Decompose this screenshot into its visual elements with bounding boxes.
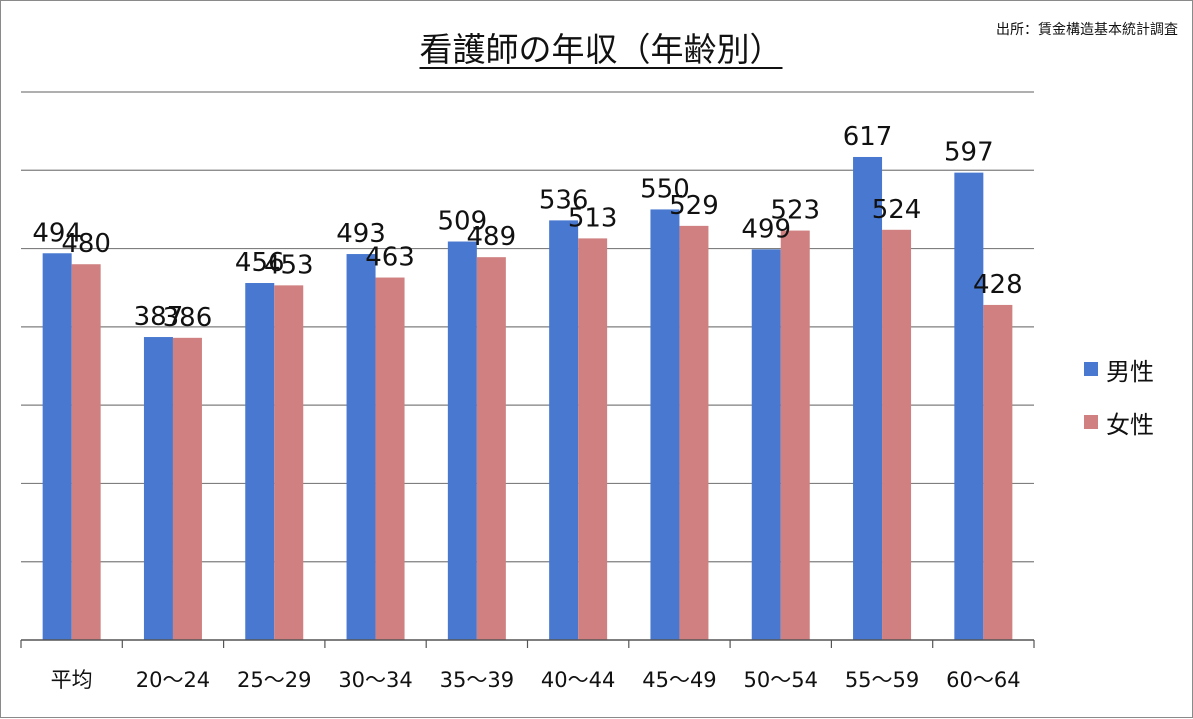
bar-male-7 [751, 249, 781, 640]
legend: 男性 女性 [1084, 353, 1154, 459]
value-label-female-2: 453 [264, 250, 314, 280]
value-label-male-3: 493 [336, 219, 386, 249]
bar-male-5 [549, 220, 579, 641]
bar-female-1 [172, 337, 202, 640]
bar-female-0 [71, 264, 101, 640]
legend-swatch-female [1084, 415, 1098, 429]
value-label-male-5: 536 [539, 185, 589, 215]
bar-male-1 [143, 337, 173, 640]
legend-label-male: 男性 [1106, 357, 1154, 386]
bar-male-9 [954, 172, 984, 641]
source-note: 出所：賃金構造基本統計調査 [996, 22, 1178, 38]
value-label-female-9: 428 [973, 270, 1023, 300]
x-tick-label: 50〜54 [744, 668, 818, 692]
bar-female-6 [679, 225, 709, 640]
value-label-female-7: 523 [770, 196, 820, 226]
x-tick-label: 平均 [51, 668, 93, 692]
value-label-male-6: 550 [640, 174, 690, 204]
x-tick-label: 30〜34 [338, 668, 412, 692]
bar-female-7 [780, 230, 810, 640]
chart-title: 看護師の年収（年齢別） [419, 30, 783, 69]
value-label-female-4: 489 [467, 222, 517, 252]
value-label-female-8: 524 [872, 195, 922, 225]
bar-female-2 [274, 285, 304, 640]
x-axis: 平均 20〜24 25〜29 30〜34 35〜39 40〜44 45〜49 50〜54 55〜… [20, 639, 1035, 692]
legend-item-male: 男性 [1084, 353, 1154, 386]
bar-female-5 [578, 238, 608, 640]
legend-swatch-male [1084, 362, 1098, 376]
x-tick-label: 40〜44 [541, 668, 615, 692]
x-tick-label: 45〜49 [642, 668, 716, 692]
bar-male-3 [346, 254, 376, 640]
x-tick-label: 60〜64 [946, 668, 1020, 692]
bar-female-8 [882, 229, 912, 641]
bar-male-2 [245, 283, 275, 640]
bar-male-8 [853, 156, 883, 640]
value-label-male-9: 597 [944, 138, 994, 168]
value-label-male-8: 617 [843, 122, 893, 152]
bar-male-4 [447, 241, 477, 641]
legend-item-female: 女性 [1084, 406, 1154, 439]
bar-male-0 [42, 253, 72, 641]
value-label-male-1: 387 [134, 302, 184, 332]
value-label-female-6: 529 [669, 191, 719, 221]
legend-label-female: 女性 [1106, 410, 1154, 439]
x-tick-label: 35〜39 [440, 668, 514, 692]
x-tick-label: 55〜59 [845, 668, 919, 692]
x-tick-label: 20〜24 [136, 668, 210, 692]
data-labels: 4944803873864564534934635094895365135505… [32, 122, 1022, 333]
value-label-male-0: 494 [32, 218, 82, 248]
value-label-male-2: 456 [235, 248, 285, 278]
bar-male-6 [650, 209, 680, 640]
value-label-male-4: 509 [438, 207, 488, 237]
bar-female-4 [476, 257, 506, 640]
bars [42, 156, 1013, 641]
value-label-female-1: 386 [163, 303, 213, 333]
value-label-female-3: 463 [365, 243, 415, 273]
bar-female-9 [983, 304, 1013, 640]
value-label-male-7: 499 [741, 214, 791, 244]
value-label-female-0: 480 [61, 229, 111, 259]
bar-female-3 [375, 277, 405, 640]
x-tick-label: 25〜29 [237, 668, 311, 692]
value-label-female-5: 513 [568, 203, 618, 233]
